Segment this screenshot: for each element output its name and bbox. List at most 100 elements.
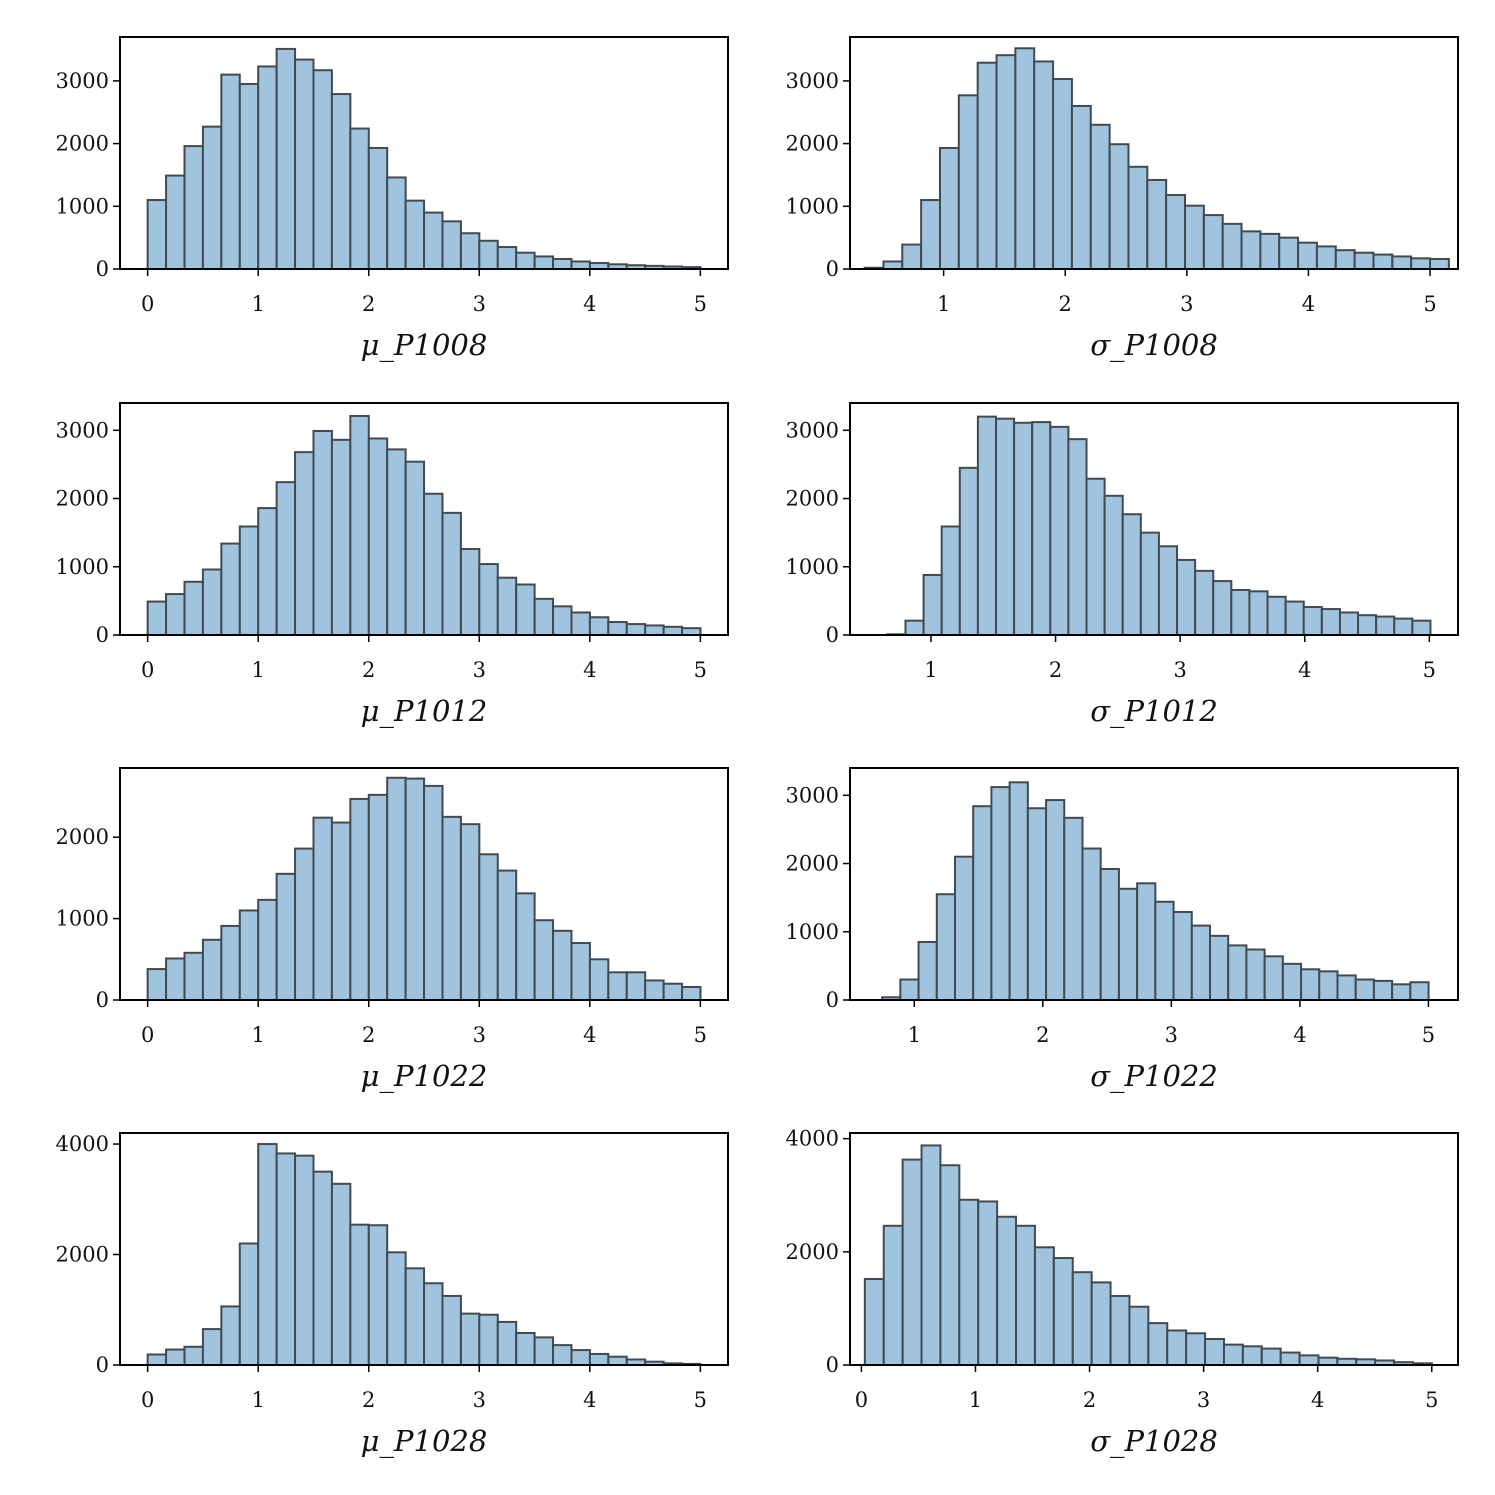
x-tick-label: 2 xyxy=(362,1023,375,1047)
y-tick-label: 2000 xyxy=(56,1243,109,1267)
histogram-bar xyxy=(922,573,943,636)
x-tick-label: 1 xyxy=(969,1388,982,1412)
histogram-bar xyxy=(1071,1271,1093,1366)
histogram-bar xyxy=(882,1224,904,1367)
histogram-bar xyxy=(552,605,573,637)
histogram-bar xyxy=(496,246,518,270)
histogram-bar xyxy=(312,816,333,1001)
histogram-bar xyxy=(1409,981,1430,1002)
histogram-bar xyxy=(1336,974,1357,1002)
histogram-bar xyxy=(552,929,573,1001)
histogram-bar xyxy=(1429,257,1450,270)
x-tick-label: 3 xyxy=(473,658,486,682)
histogram-panel-5: 0 1000 2000 0 1 2 3 4 5 μ_P1022 xyxy=(56,767,729,1094)
histogram-bar xyxy=(976,61,998,270)
histogram-bar xyxy=(1222,1343,1244,1367)
histogram-bar xyxy=(570,1349,591,1366)
histogram-bar xyxy=(257,65,278,270)
histogram-bar xyxy=(404,777,426,1001)
x-tick-label: 4 xyxy=(1298,658,1311,682)
x-tick-label: 5 xyxy=(694,1023,707,1047)
histogram-bar xyxy=(953,855,975,1001)
histogram-bar xyxy=(681,985,702,1002)
histogram-bar xyxy=(1033,1246,1055,1367)
x-tick-label: 3 xyxy=(1197,1388,1210,1412)
y-tick-label: 0 xyxy=(96,988,109,1012)
x-tick-label: 3 xyxy=(1173,658,1186,682)
histogram-bar xyxy=(1176,558,1197,636)
histogram-bar xyxy=(349,797,370,1002)
x-tick-label: 1 xyxy=(251,1023,264,1047)
histogram-bar xyxy=(1354,978,1375,1002)
x-tick-label: 5 xyxy=(1425,1388,1438,1412)
histogram-bar xyxy=(1049,425,1070,636)
x-tick-label: 1 xyxy=(924,658,937,682)
histogram-bar xyxy=(441,815,462,1001)
histogram-bar xyxy=(330,438,352,636)
y-tick-label: 1000 xyxy=(56,194,109,218)
x-tick-label: 1 xyxy=(908,1023,921,1047)
histogram-bar xyxy=(201,125,223,270)
y-tick-label: 3000 xyxy=(56,418,109,442)
y-tick-label: 2000 xyxy=(56,132,109,156)
histogram-bar xyxy=(1090,1281,1112,1367)
histogram-bar xyxy=(423,211,444,270)
x-tick-label: 3 xyxy=(1165,1023,1178,1047)
histogram-bar xyxy=(1245,948,1266,1001)
x-axis-label: σ_P1008 xyxy=(1090,328,1218,363)
histogram-bar xyxy=(183,951,204,1001)
histogram-bar xyxy=(165,1348,186,1366)
histogram-bar xyxy=(146,199,168,270)
y-tick-label: 2000 xyxy=(786,1240,839,1264)
histogram-bar xyxy=(423,1282,444,1366)
histogram-bar xyxy=(1147,1322,1169,1366)
histogram-bar xyxy=(1302,606,1323,637)
x-tick-label: 4 xyxy=(1293,1023,1306,1047)
histogram-bar xyxy=(201,568,223,637)
histogram-bar xyxy=(1085,477,1106,636)
axes-frame xyxy=(849,36,1459,270)
histogram-bar xyxy=(349,414,370,636)
histogram-bar xyxy=(938,146,960,270)
histogram-bar xyxy=(1103,494,1124,636)
histogram-bar xyxy=(533,1336,555,1367)
x-tick-label: 1 xyxy=(251,292,264,316)
x-tick-label: 1 xyxy=(937,292,950,316)
y-tick-label: 1000 xyxy=(786,555,839,579)
y-tick-label: 0 xyxy=(826,257,839,281)
histogram-bar xyxy=(1108,143,1130,270)
histogram-bar xyxy=(1230,588,1251,637)
histogram-bar xyxy=(681,627,702,636)
histogram-bar xyxy=(1279,1351,1301,1367)
histogram-bar xyxy=(552,257,573,270)
histogram-bar xyxy=(917,941,938,1001)
histogram-bar xyxy=(238,1242,260,1367)
histogram-bar xyxy=(404,460,426,636)
x-tick-label: 5 xyxy=(694,658,707,682)
x-tick-label: 2 xyxy=(1059,292,1072,316)
x-axis-label: σ_P1012 xyxy=(1090,694,1218,729)
histogram-bar xyxy=(1263,955,1284,1001)
histogram-bar xyxy=(1166,1329,1188,1366)
histogram-bar xyxy=(1194,569,1215,636)
histogram-bar xyxy=(901,243,923,270)
histogram-bar xyxy=(1372,979,1394,1001)
histogram-bar xyxy=(1338,611,1360,637)
x-axis-label: μ_P1012 xyxy=(361,694,488,729)
histogram-bar xyxy=(496,869,518,1001)
histogram-bar xyxy=(238,83,260,270)
histogram-bar xyxy=(330,93,352,270)
histogram-bar xyxy=(1375,615,1396,637)
histogram-bar xyxy=(920,199,941,270)
histogram-bar xyxy=(1227,944,1248,1001)
histogram-bar xyxy=(238,909,260,1001)
histogram-bar xyxy=(920,1144,942,1366)
histogram-bar xyxy=(1372,253,1394,271)
histogram-bar xyxy=(1063,816,1084,1001)
histogram-bar xyxy=(349,127,370,270)
histogram-bar xyxy=(515,892,536,1001)
histogram-bar xyxy=(935,893,956,1001)
histogram-bar xyxy=(257,898,278,1001)
histogram-bar xyxy=(459,232,481,270)
